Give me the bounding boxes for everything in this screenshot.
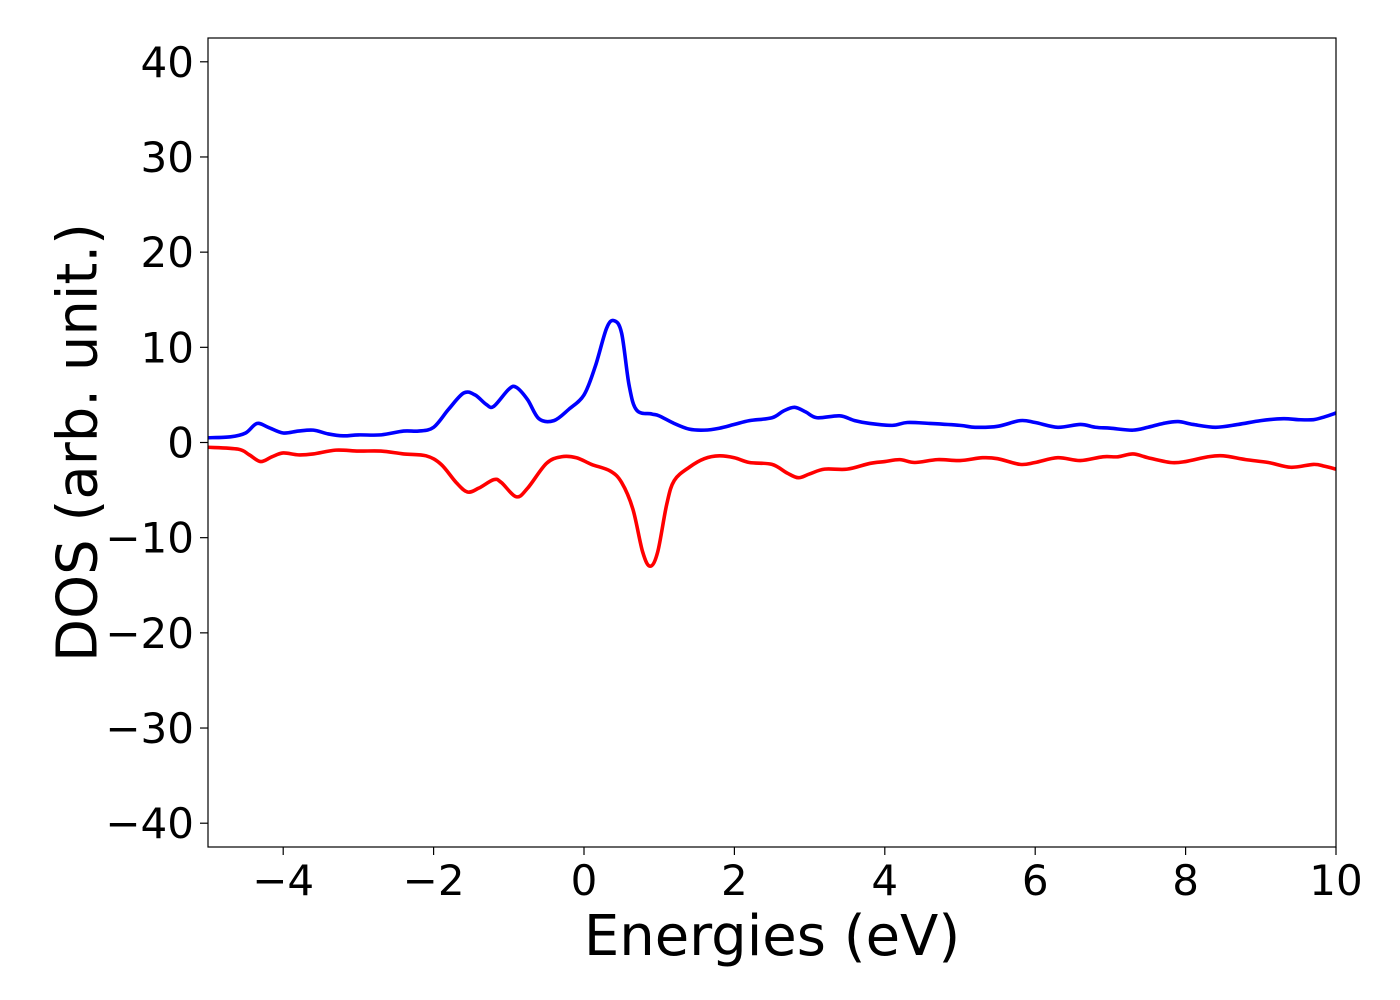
x-tick-label: 6 (1022, 856, 1049, 905)
y-tick-label: −20 (105, 609, 194, 658)
plot-frame (207, 37, 1337, 848)
y-tick-label: 0 (167, 419, 194, 468)
series-line-1 (207, 318, 1337, 440)
series-layer (207, 318, 1337, 569)
y-axis-label: DOS (arb. unit.) (46, 223, 111, 662)
x-axis-ticks: −4 −2 0 2 4 6 8 10 (252, 847, 1363, 905)
x-tick-label: 0 (571, 856, 598, 905)
y-tick-label: −30 (105, 704, 194, 753)
x-tick-label: −4 (252, 856, 314, 905)
y-tick-label: 20 (141, 228, 194, 277)
y-axis-ticks: 40 30 20 10 0 −10 −20 −30 −40 (105, 38, 208, 848)
y-tick-label: 40 (141, 38, 194, 87)
y-tick-label: −40 (105, 799, 194, 848)
x-tick-label: 10 (1309, 856, 1362, 905)
y-tick-label: 10 (141, 323, 194, 372)
x-tick-label: 4 (871, 856, 898, 905)
series-line-2 (207, 445, 1337, 569)
x-tick-label: 8 (1172, 856, 1199, 905)
x-tick-label: −2 (403, 856, 465, 905)
x-tick-label: 2 (721, 856, 748, 905)
x-axis-label: Energies (eV) (584, 904, 960, 969)
y-tick-label: 30 (141, 133, 194, 182)
y-tick-label: −10 (105, 514, 194, 563)
